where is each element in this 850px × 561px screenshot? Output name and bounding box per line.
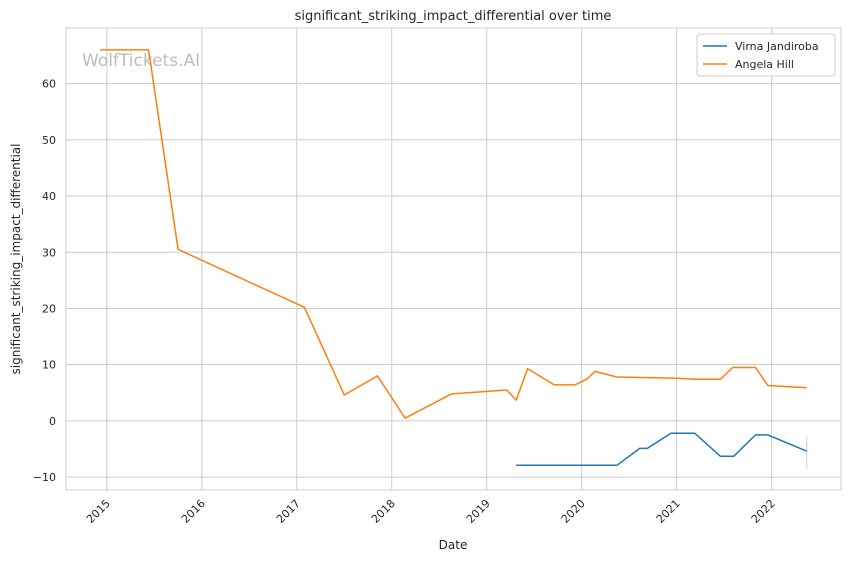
y-tick-label: 40 bbox=[42, 190, 56, 203]
series-line-angela-hill bbox=[100, 49, 807, 419]
legend: Virna Jandiroba Angela Hill bbox=[696, 33, 836, 77]
legend-label-virna: Virna Jandiroba bbox=[735, 40, 819, 53]
y-tick-label: 50 bbox=[42, 134, 56, 147]
x-tick-label: 2015 bbox=[84, 497, 113, 526]
plot-frame bbox=[65, 27, 842, 491]
x-tick-label: 2016 bbox=[179, 497, 208, 526]
y-tick-label: 0 bbox=[49, 415, 56, 428]
y-tick-label: 10 bbox=[42, 359, 56, 372]
x-tick-label: 2020 bbox=[559, 497, 588, 526]
x-tick-label: 2018 bbox=[369, 497, 398, 526]
x-tick-label: 2017 bbox=[274, 497, 303, 526]
y-tick-label: 30 bbox=[42, 246, 56, 259]
x-axis-label: Date bbox=[439, 538, 468, 552]
x-tick-label: 2022 bbox=[749, 497, 778, 526]
y-tick-label: 60 bbox=[42, 78, 56, 91]
legend-label-angela: Angela Hill bbox=[735, 58, 794, 71]
x-tick-label: 2019 bbox=[464, 497, 493, 526]
chart-title: significant_striking_impact_differential… bbox=[295, 9, 612, 24]
y-tick-label: −10 bbox=[33, 471, 56, 484]
y-axis-label: significant_striking_impact_differential bbox=[9, 144, 23, 375]
watermark: WolfTickets.AI bbox=[82, 51, 200, 71]
y-tick-label: 20 bbox=[42, 302, 56, 315]
series-line-virna-jandiroba bbox=[516, 432, 808, 467]
x-tick-label: 2021 bbox=[654, 497, 683, 526]
